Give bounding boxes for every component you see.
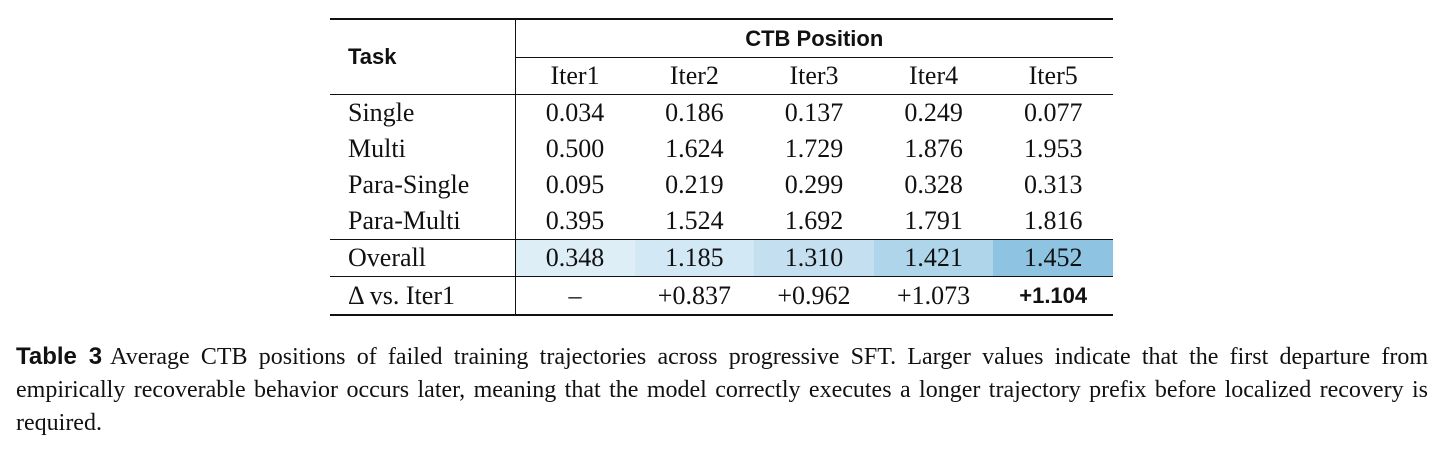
column-header: Iter3 bbox=[754, 57, 874, 95]
cell: 0.395 bbox=[545, 206, 605, 235]
task-header: Task bbox=[330, 18, 516, 95]
cell: +1.104 bbox=[993, 276, 1113, 316]
table-row: Para-Single 0.095 0.219 0.299 0.328 0.313 bbox=[330, 167, 1113, 203]
cell: 1.876 bbox=[904, 134, 963, 163]
caption-text: Average CTB positions of failed training… bbox=[16, 344, 1428, 436]
cell: 1.692 bbox=[784, 206, 844, 235]
column-header: Iter4 bbox=[873, 57, 994, 95]
caption: Table 3 Average CTB positions of failed t… bbox=[16, 340, 1428, 440]
cell: 0.313 bbox=[1023, 170, 1083, 199]
table-body: Single 0.034 0.186 0.137 0.249 0.077 Multi 0.50… bbox=[330, 94, 1113, 316]
table-row: Δ vs. Iter1– +0.837 +0.962 +1.073 +1.104 bbox=[330, 276, 1113, 316]
table-row: Para-Multi 0.395 1.524 1.692 1.791 1.816 bbox=[330, 203, 1113, 240]
cell: 1.310 bbox=[754, 239, 874, 277]
cell: 0.249 bbox=[904, 98, 963, 127]
cell: 1.421 bbox=[873, 239, 994, 277]
cell: 1.953 bbox=[1023, 134, 1083, 163]
cell: 1.185 bbox=[634, 239, 755, 277]
cell: 0.348 bbox=[515, 239, 635, 277]
row-label: Single bbox=[330, 94, 516, 131]
table-row: Single 0.034 0.186 0.137 0.249 0.077 bbox=[330, 94, 1113, 131]
cell: 0.219 bbox=[665, 170, 724, 199]
row-label: Para-Single bbox=[330, 167, 516, 203]
cell: +1.073 bbox=[873, 276, 994, 316]
group-header: CTB Position bbox=[515, 18, 1113, 58]
cell: +0.962 bbox=[754, 276, 874, 316]
row-label: Multi bbox=[330, 131, 516, 167]
results-table: Task CTB Position Iter1 Iter2 Iter3 Iter4 It… bbox=[330, 18, 1113, 316]
row-label: Δ vs. Iter1 bbox=[330, 276, 516, 316]
column-header-row: Iter1 Iter2 Iter3 Iter4 Iter5 bbox=[330, 57, 1113, 95]
cell: 0.328 bbox=[904, 170, 963, 199]
cell: 1.816 bbox=[1023, 206, 1083, 235]
cell: 1.791 bbox=[904, 206, 963, 235]
row-label: Para-Multi bbox=[330, 203, 516, 240]
cell: 0.095 bbox=[545, 170, 605, 199]
column-header: Iter1 bbox=[515, 57, 635, 95]
cell: 0.500 bbox=[545, 134, 605, 163]
table-row: Multi 0.500 1.624 1.729 1.876 1.953 bbox=[330, 131, 1113, 167]
cell: 1.452 bbox=[993, 239, 1113, 277]
row-label: Overall bbox=[330, 239, 516, 277]
cell: 0.137 bbox=[784, 98, 844, 127]
cell: +0.837 bbox=[634, 276, 755, 316]
cell: 1.729 bbox=[784, 134, 844, 163]
cell: 1.524 bbox=[665, 206, 724, 235]
column-header: Iter2 bbox=[634, 57, 755, 95]
cell: 0.077 bbox=[1023, 98, 1083, 127]
header-row: Task CTB Position bbox=[330, 18, 1113, 95]
cell: – bbox=[515, 276, 635, 316]
caption-label: Table 3 bbox=[16, 343, 103, 370]
table-row: Overall 0.348 1.185 1.310 1.421 1.452 bbox=[330, 239, 1113, 277]
cell: 1.624 bbox=[665, 134, 724, 163]
cell: 0.299 bbox=[784, 170, 844, 199]
cell: 0.186 bbox=[665, 98, 724, 127]
column-header: Iter5 bbox=[993, 57, 1113, 95]
cell: 0.034 bbox=[545, 98, 605, 127]
